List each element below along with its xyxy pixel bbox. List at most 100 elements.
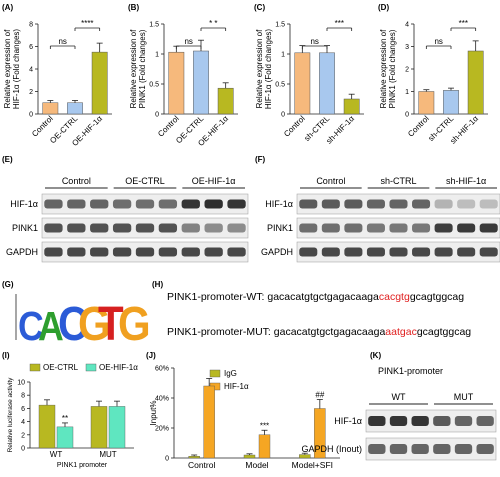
panel-label-a: (A) (2, 3, 13, 12)
panel-label-j: (J) (146, 351, 156, 360)
blot-band (90, 247, 109, 257)
panel-label-c: (C) (254, 3, 265, 12)
blot-band (112, 199, 132, 209)
panel-label-f: (F) (255, 155, 266, 164)
blot-band (158, 247, 178, 257)
blot-band (158, 199, 178, 209)
bar (203, 385, 215, 459)
bar (443, 90, 459, 115)
y-tick-label: 2 (29, 89, 33, 96)
chip-chart: 0 20% 40% 60% Input% IgG HIF-1α Control Model Mod… (149, 366, 340, 470)
blot-band (135, 223, 155, 233)
blot-band (389, 247, 408, 257)
logo-letter: C (58, 296, 88, 350)
blot-band (299, 223, 318, 233)
blot-band (158, 223, 178, 233)
category-label: MUT (99, 450, 116, 459)
significance-label: * * (209, 19, 217, 28)
bar (418, 91, 435, 115)
y-tick-label: 0.5 (275, 82, 285, 89)
mut-sequence-suffix: gcagtggcag (417, 326, 471, 338)
blot-group-label: OE-HIF-1α (192, 176, 236, 186)
blot-band (67, 223, 86, 233)
wt-sequence-suffix: gcagtggcag (410, 291, 464, 303)
blot-band (457, 247, 476, 257)
legend-swatch (29, 363, 41, 372)
bar (258, 434, 271, 459)
blot-row-label: GAPDH (Inout) (301, 444, 362, 454)
blot-band (135, 247, 155, 257)
y-axis-label: Relative expression ofPINK1 (Fold change… (379, 29, 397, 108)
blot-band (112, 247, 132, 257)
bar (91, 51, 108, 115)
legend-swatch (209, 369, 221, 378)
blot-row-label: PINK1 (12, 223, 38, 233)
bar (42, 102, 59, 115)
blot-band (476, 416, 494, 426)
blot-band (299, 199, 318, 209)
blot-band (321, 223, 340, 233)
blot-band (479, 199, 498, 209)
y-tick-label: 1 (405, 89, 409, 96)
panel-label-b: (B) (128, 3, 139, 12)
wt-sequence-line: PINK1-promoter-WT: gacacatgtgctgagacaaga… (167, 291, 464, 303)
y-tick-label: 20% (155, 426, 169, 433)
bar (299, 454, 311, 459)
blot-band (366, 199, 385, 209)
blot-band (454, 416, 473, 426)
blot-band (181, 247, 200, 257)
panel-label-h: (H) (152, 280, 163, 289)
y-tick-label: 4 (405, 22, 409, 29)
significance-label: ** (62, 414, 68, 423)
y-axis-label: Relative expression ofHIF-1α (Fold chang… (3, 29, 21, 110)
y-tick-label: 6 (29, 44, 33, 51)
blot-band (457, 199, 476, 209)
y-tick-label: 0.5 (149, 82, 159, 89)
panel-label-d: (D) (378, 3, 389, 12)
y-axis-label: Input% (149, 401, 158, 426)
panel-label-e: (E) (2, 155, 13, 164)
bar (467, 50, 484, 115)
western-blot-k: PINK1-promoter WT MUT HIF-1α GAPDH (Inout) (301, 366, 497, 461)
blot-band (321, 199, 340, 209)
blot-group-label: OE-CTRL (125, 176, 165, 186)
y-tick-label: 0 (405, 112, 409, 119)
legend-label: HIF-1α (224, 382, 249, 391)
bar (56, 426, 74, 449)
western-blot-e: Control OE-CTRL OE-HIF-1α HIF-1α PINK1 GAPDH (6, 176, 249, 263)
significance-label: ns (184, 37, 192, 46)
bar (38, 404, 56, 449)
blot-band (181, 223, 200, 233)
wt-sequence-label: PINK1-promoter-WT: (167, 291, 267, 303)
mut-binding-site: aatgac (385, 326, 417, 338)
blot-band (412, 199, 431, 209)
blot-band (227, 247, 246, 257)
y-tick-label: 40% (155, 396, 169, 403)
blot-band (389, 223, 408, 233)
blot-group-label: Control (62, 176, 91, 186)
y-tick-label: 1.5 (275, 22, 285, 29)
bar (217, 87, 234, 115)
bar-chart-d: 0 1 2 3 4 Relative expression ofPINK1 (Fold c… (379, 19, 488, 146)
panel-label-k: (K) (370, 351, 381, 360)
bar (193, 50, 209, 115)
x-axis-label: PINK1 promoter (57, 462, 108, 469)
blot-band (90, 199, 109, 209)
legend-label: OE-CTRL (43, 363, 79, 372)
blot-band (389, 416, 408, 426)
blot-band (67, 199, 86, 209)
significance-label: ## (315, 391, 324, 400)
blot-row-label: HIF-1α (334, 416, 362, 426)
blot-band (479, 247, 498, 257)
blot-band (204, 247, 223, 257)
y-tick-label: 0 (281, 112, 285, 119)
blot-strip (365, 437, 497, 461)
logo-letter: G (78, 296, 111, 350)
y-tick-label: 3 (405, 44, 409, 51)
bar (188, 456, 200, 459)
bar (67, 102, 83, 115)
